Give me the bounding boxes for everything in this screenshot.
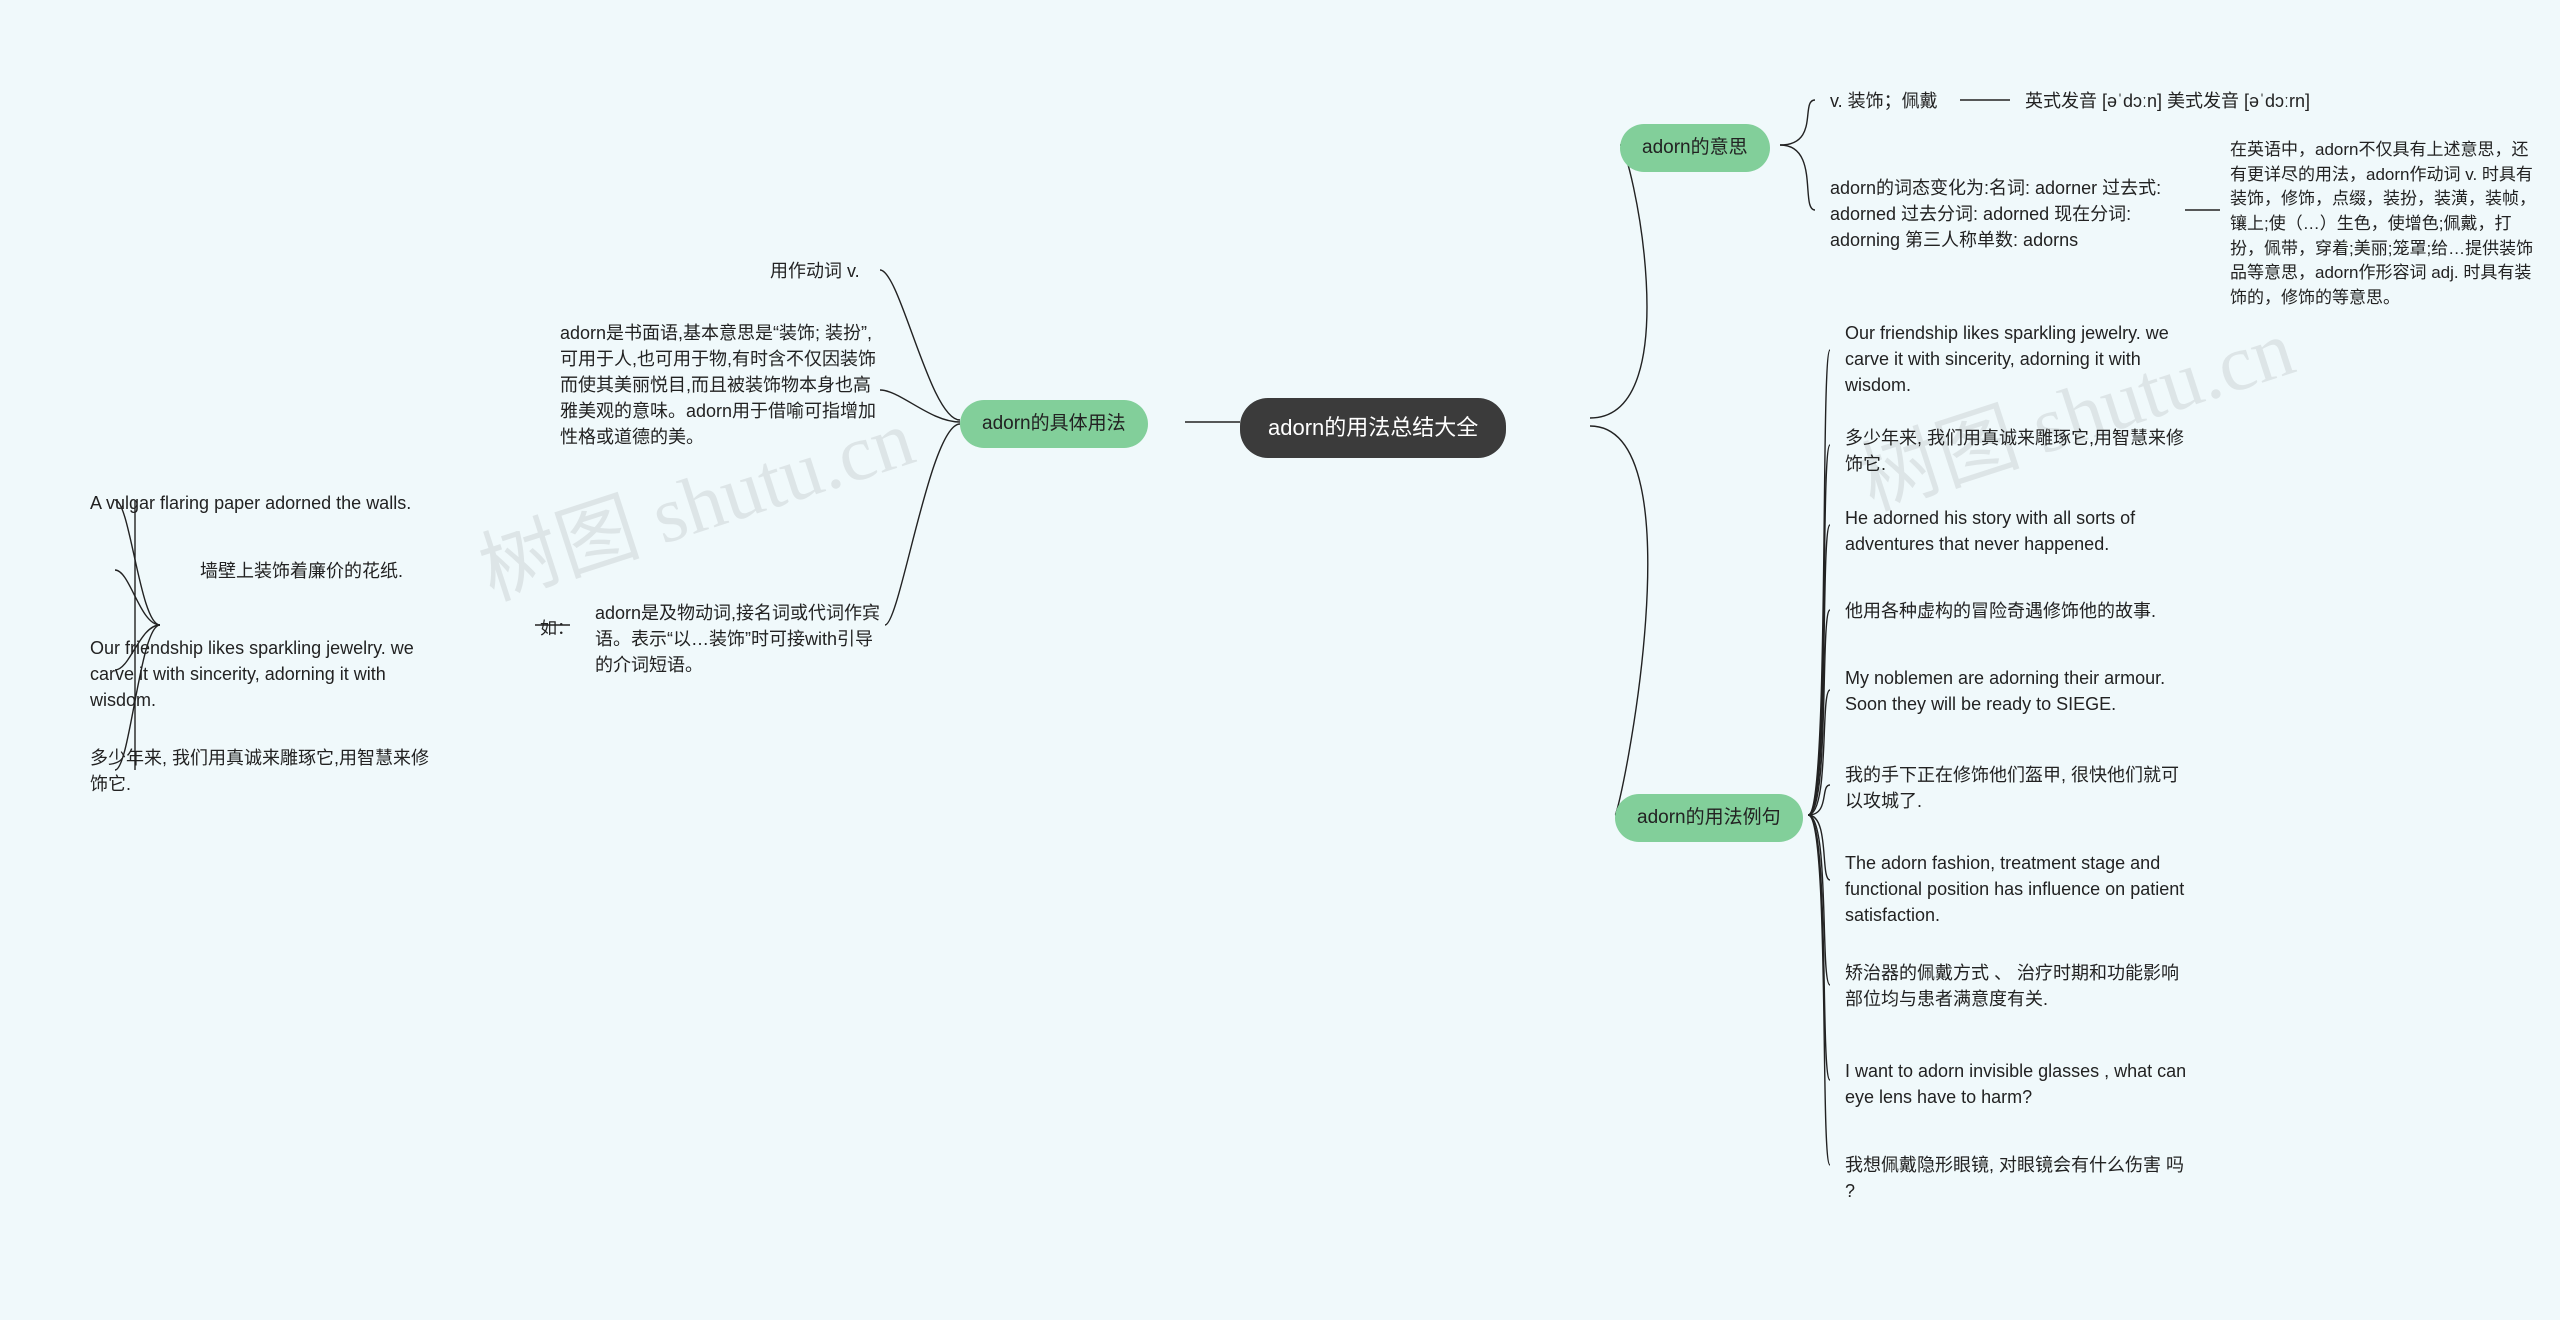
usage-gc-1: 墙壁上装饰着廉价的花纸. — [200, 558, 403, 584]
example-3: 他用各种虚构的冒险奇遇修饰他的故事. — [1845, 598, 2156, 624]
example-8: I want to adorn invisible glasses , what… — [1845, 1058, 2195, 1110]
meaning-child-1-tail: 在英语中，adorn不仅具有上述意思，还有更详尽的用法，adorn作动词 v. … — [2230, 138, 2540, 310]
example-7: 矫治器的佩戴方式 、 治疗时期和功能影响部位均与患者满意度有关. — [1845, 960, 2195, 1012]
example-9: 我想佩戴隐形眼镜, 对眼镜会有什么伤害 吗 ? — [1845, 1152, 2195, 1204]
branch-usage: adorn的具体用法 — [960, 400, 1148, 448]
meaning-child-1: adorn的词态变化为:名词: adorner 过去式: adorned 过去分… — [1830, 175, 2180, 253]
usage-child-2: adorn是及物动词,接名词或代词作宾语。表示“以…装饰”时可接with引导的介… — [595, 600, 885, 678]
root-node: adorn的用法总结大全 — [1240, 398, 1506, 458]
usage-child-1: adorn是书面语,基本意思是“装饰; 装扮”,可用于人,也可用于物,有时含不仅… — [560, 320, 880, 450]
usage-gc-3: 多少年来, 我们用真诚来雕琢它,用智慧来修饰它. — [90, 745, 430, 797]
branch-meaning: adorn的意思 — [1620, 124, 1770, 172]
meaning-child-0: v. 装饰；佩戴 — [1830, 88, 1938, 114]
example-1: 多少年来, 我们用真诚来雕琢它,用智慧来修饰它. — [1845, 425, 2195, 477]
example-0: Our friendship likes sparkling jewelry. … — [1845, 320, 2195, 398]
usage-child-0: 用作动词 v. — [770, 258, 860, 284]
example-2: He adorned his story with all sorts of a… — [1845, 505, 2195, 557]
meaning-child-0-tail: 英式发音 [əˈdɔːn] 美式发音 [əˈdɔːrn] — [2025, 88, 2310, 114]
usage-gc-2: Our friendship likes sparkling jewelry. … — [90, 635, 430, 713]
usage-child-2-label: 如： — [540, 614, 574, 639]
example-4: My noblemen are adorning their armour. S… — [1845, 665, 2195, 717]
usage-gc-0: A vulgar flaring paper adorned the walls… — [90, 490, 411, 516]
branch-examples: adorn的用法例句 — [1615, 794, 1803, 842]
example-6: The adorn fashion, treatment stage and f… — [1845, 850, 2195, 928]
example-5: 我的手下正在修饰他们盔甲, 很快他们就可以攻城了. — [1845, 762, 2195, 814]
